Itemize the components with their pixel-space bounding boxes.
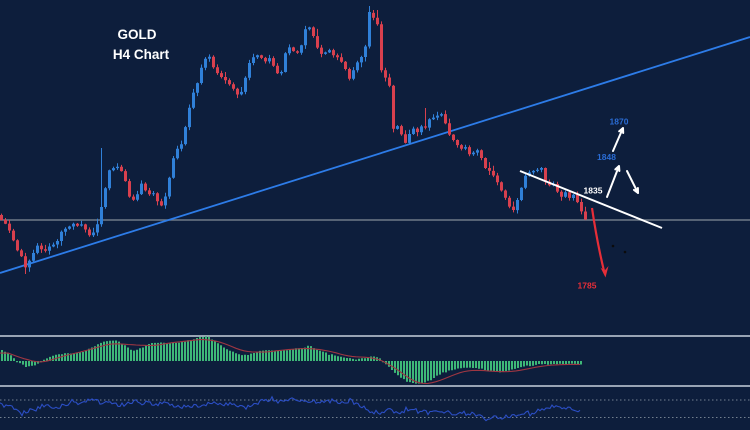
svg-text:GOLD: GOLD (118, 27, 157, 42)
svg-text:1835: 1835 (584, 186, 603, 196)
svg-text:1785: 1785 (578, 281, 597, 291)
svg-text:1848: 1848 (597, 152, 616, 162)
svg-text:H4 Chart: H4 Chart (113, 47, 170, 62)
svg-text:1870: 1870 (610, 117, 629, 127)
